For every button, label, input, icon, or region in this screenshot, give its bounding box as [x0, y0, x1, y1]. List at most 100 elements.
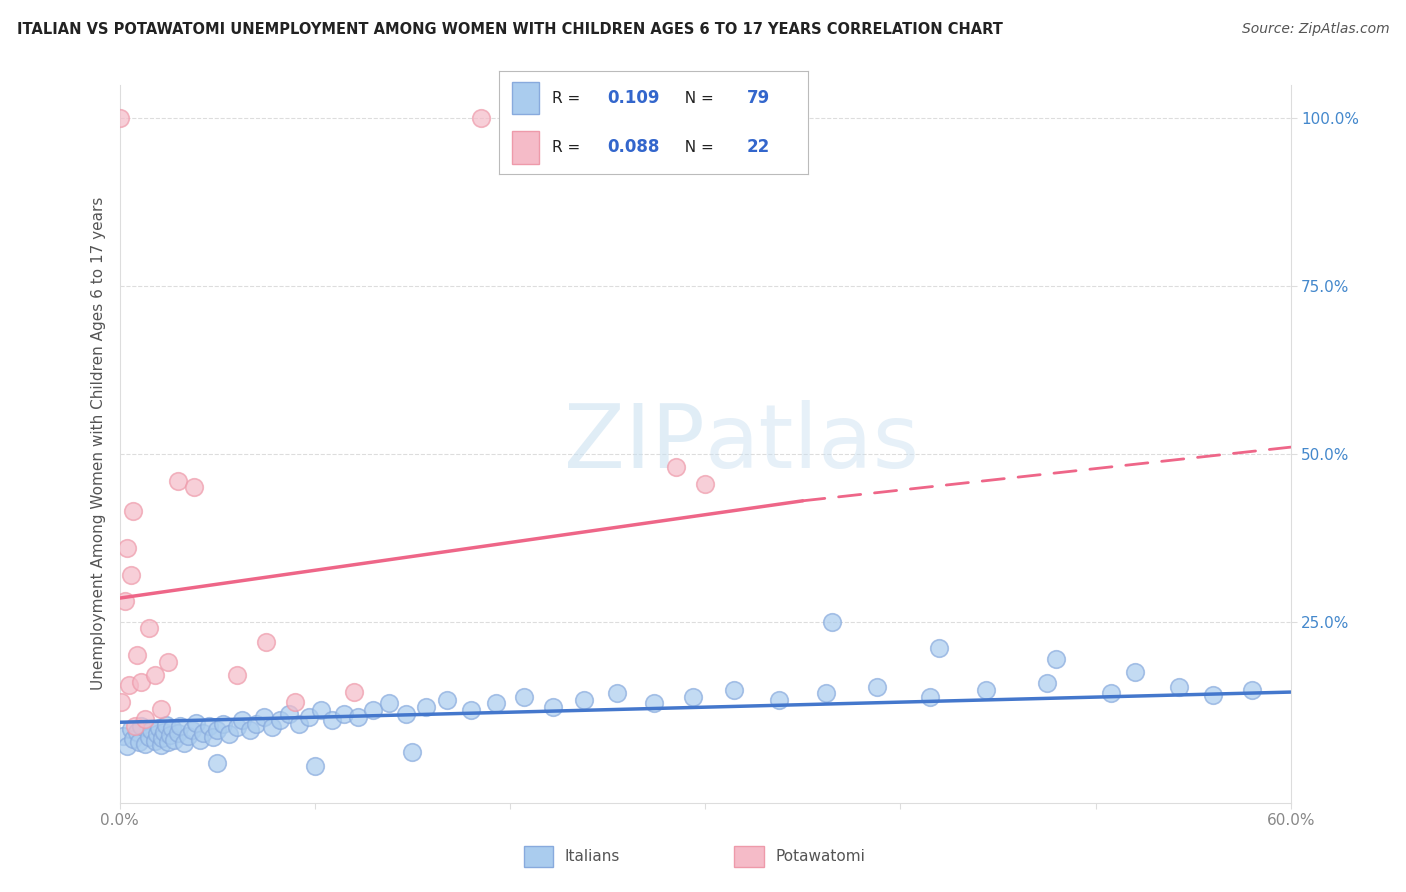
- Text: ITALIAN VS POTAWATOMI UNEMPLOYMENT AMONG WOMEN WITH CHILDREN AGES 6 TO 17 YEARS : ITALIAN VS POTAWATOMI UNEMPLOYMENT AMONG…: [17, 22, 1002, 37]
- Point: [117, 541, 139, 555]
- Point: [129, 675, 152, 690]
- Point: [245, 716, 267, 731]
- Point: [173, 736, 195, 750]
- Point: [184, 715, 207, 730]
- Point: [149, 702, 172, 716]
- Point: [198, 719, 221, 733]
- Bar: [512, 81, 540, 114]
- Point: [205, 723, 228, 738]
- Point: [122, 732, 145, 747]
- Text: atlas: atlas: [706, 401, 921, 487]
- Point: [288, 716, 311, 731]
- Point: [139, 723, 162, 738]
- Point: [541, 699, 564, 714]
- Point: [153, 724, 176, 739]
- Point: [138, 621, 160, 635]
- Point: [436, 693, 458, 707]
- Point: [157, 735, 180, 749]
- Point: [218, 727, 240, 741]
- Point: [572, 693, 595, 707]
- Point: [117, 739, 139, 753]
- Point: [193, 726, 215, 740]
- Point: [125, 648, 148, 662]
- Point: [149, 738, 172, 752]
- Point: [183, 480, 205, 494]
- Point: [321, 713, 343, 727]
- Point: [1123, 665, 1146, 679]
- Point: [159, 728, 181, 742]
- Text: Source: ZipAtlas.com: Source: ZipAtlas.com: [1241, 22, 1389, 37]
- Point: [180, 723, 202, 737]
- Point: [145, 727, 167, 741]
- Point: [768, 693, 790, 707]
- Point: [395, 706, 418, 721]
- Point: [134, 737, 156, 751]
- Point: [974, 683, 997, 698]
- Point: [298, 710, 321, 724]
- Point: [108, 112, 131, 126]
- Point: [202, 730, 225, 744]
- Point: [112, 729, 135, 743]
- Point: [231, 713, 253, 727]
- Point: [212, 716, 235, 731]
- Point: [160, 721, 183, 735]
- Point: [866, 680, 889, 694]
- Point: [177, 730, 200, 744]
- Point: [723, 683, 745, 698]
- Text: R =: R =: [551, 140, 585, 155]
- Point: [143, 668, 166, 682]
- Point: [269, 713, 291, 727]
- Point: [643, 697, 665, 711]
- Point: [815, 686, 838, 700]
- Point: [918, 690, 941, 704]
- Point: [120, 567, 142, 582]
- Bar: [734, 846, 763, 867]
- Point: [225, 720, 247, 734]
- Point: [401, 746, 423, 760]
- Point: [343, 685, 366, 699]
- Text: R =: R =: [551, 90, 585, 105]
- Point: [512, 690, 534, 704]
- Point: [167, 726, 190, 740]
- Text: ZIP: ZIP: [564, 401, 706, 487]
- Point: [606, 686, 628, 700]
- Point: [821, 615, 844, 629]
- Point: [205, 756, 228, 770]
- Point: [1045, 651, 1067, 665]
- Point: [167, 474, 190, 488]
- Text: N =: N =: [675, 140, 718, 155]
- Text: N =: N =: [675, 90, 718, 105]
- Point: [1240, 683, 1263, 698]
- Point: [134, 712, 156, 726]
- Point: [1201, 689, 1223, 703]
- Point: [125, 725, 148, 739]
- Point: [163, 732, 186, 747]
- Text: Italians: Italians: [565, 849, 620, 864]
- Point: [470, 112, 492, 126]
- Point: [460, 703, 482, 717]
- Point: [361, 703, 384, 717]
- Text: 22: 22: [747, 138, 770, 156]
- Point: [155, 718, 177, 732]
- Bar: [523, 846, 553, 867]
- Point: [309, 703, 332, 717]
- Point: [304, 759, 326, 773]
- Point: [129, 718, 152, 732]
- Point: [665, 460, 688, 475]
- Point: [1168, 680, 1191, 694]
- Bar: [512, 131, 540, 163]
- Point: [254, 634, 277, 648]
- Point: [152, 731, 174, 746]
- Point: [118, 678, 141, 692]
- Point: [682, 690, 704, 704]
- Point: [148, 721, 170, 735]
- Point: [110, 695, 132, 709]
- Point: [169, 719, 191, 733]
- Point: [188, 732, 211, 747]
- Text: Potawatomi: Potawatomi: [775, 849, 865, 864]
- Point: [128, 735, 150, 749]
- Point: [253, 710, 276, 724]
- Point: [157, 655, 180, 669]
- Point: [225, 668, 247, 682]
- Point: [122, 504, 145, 518]
